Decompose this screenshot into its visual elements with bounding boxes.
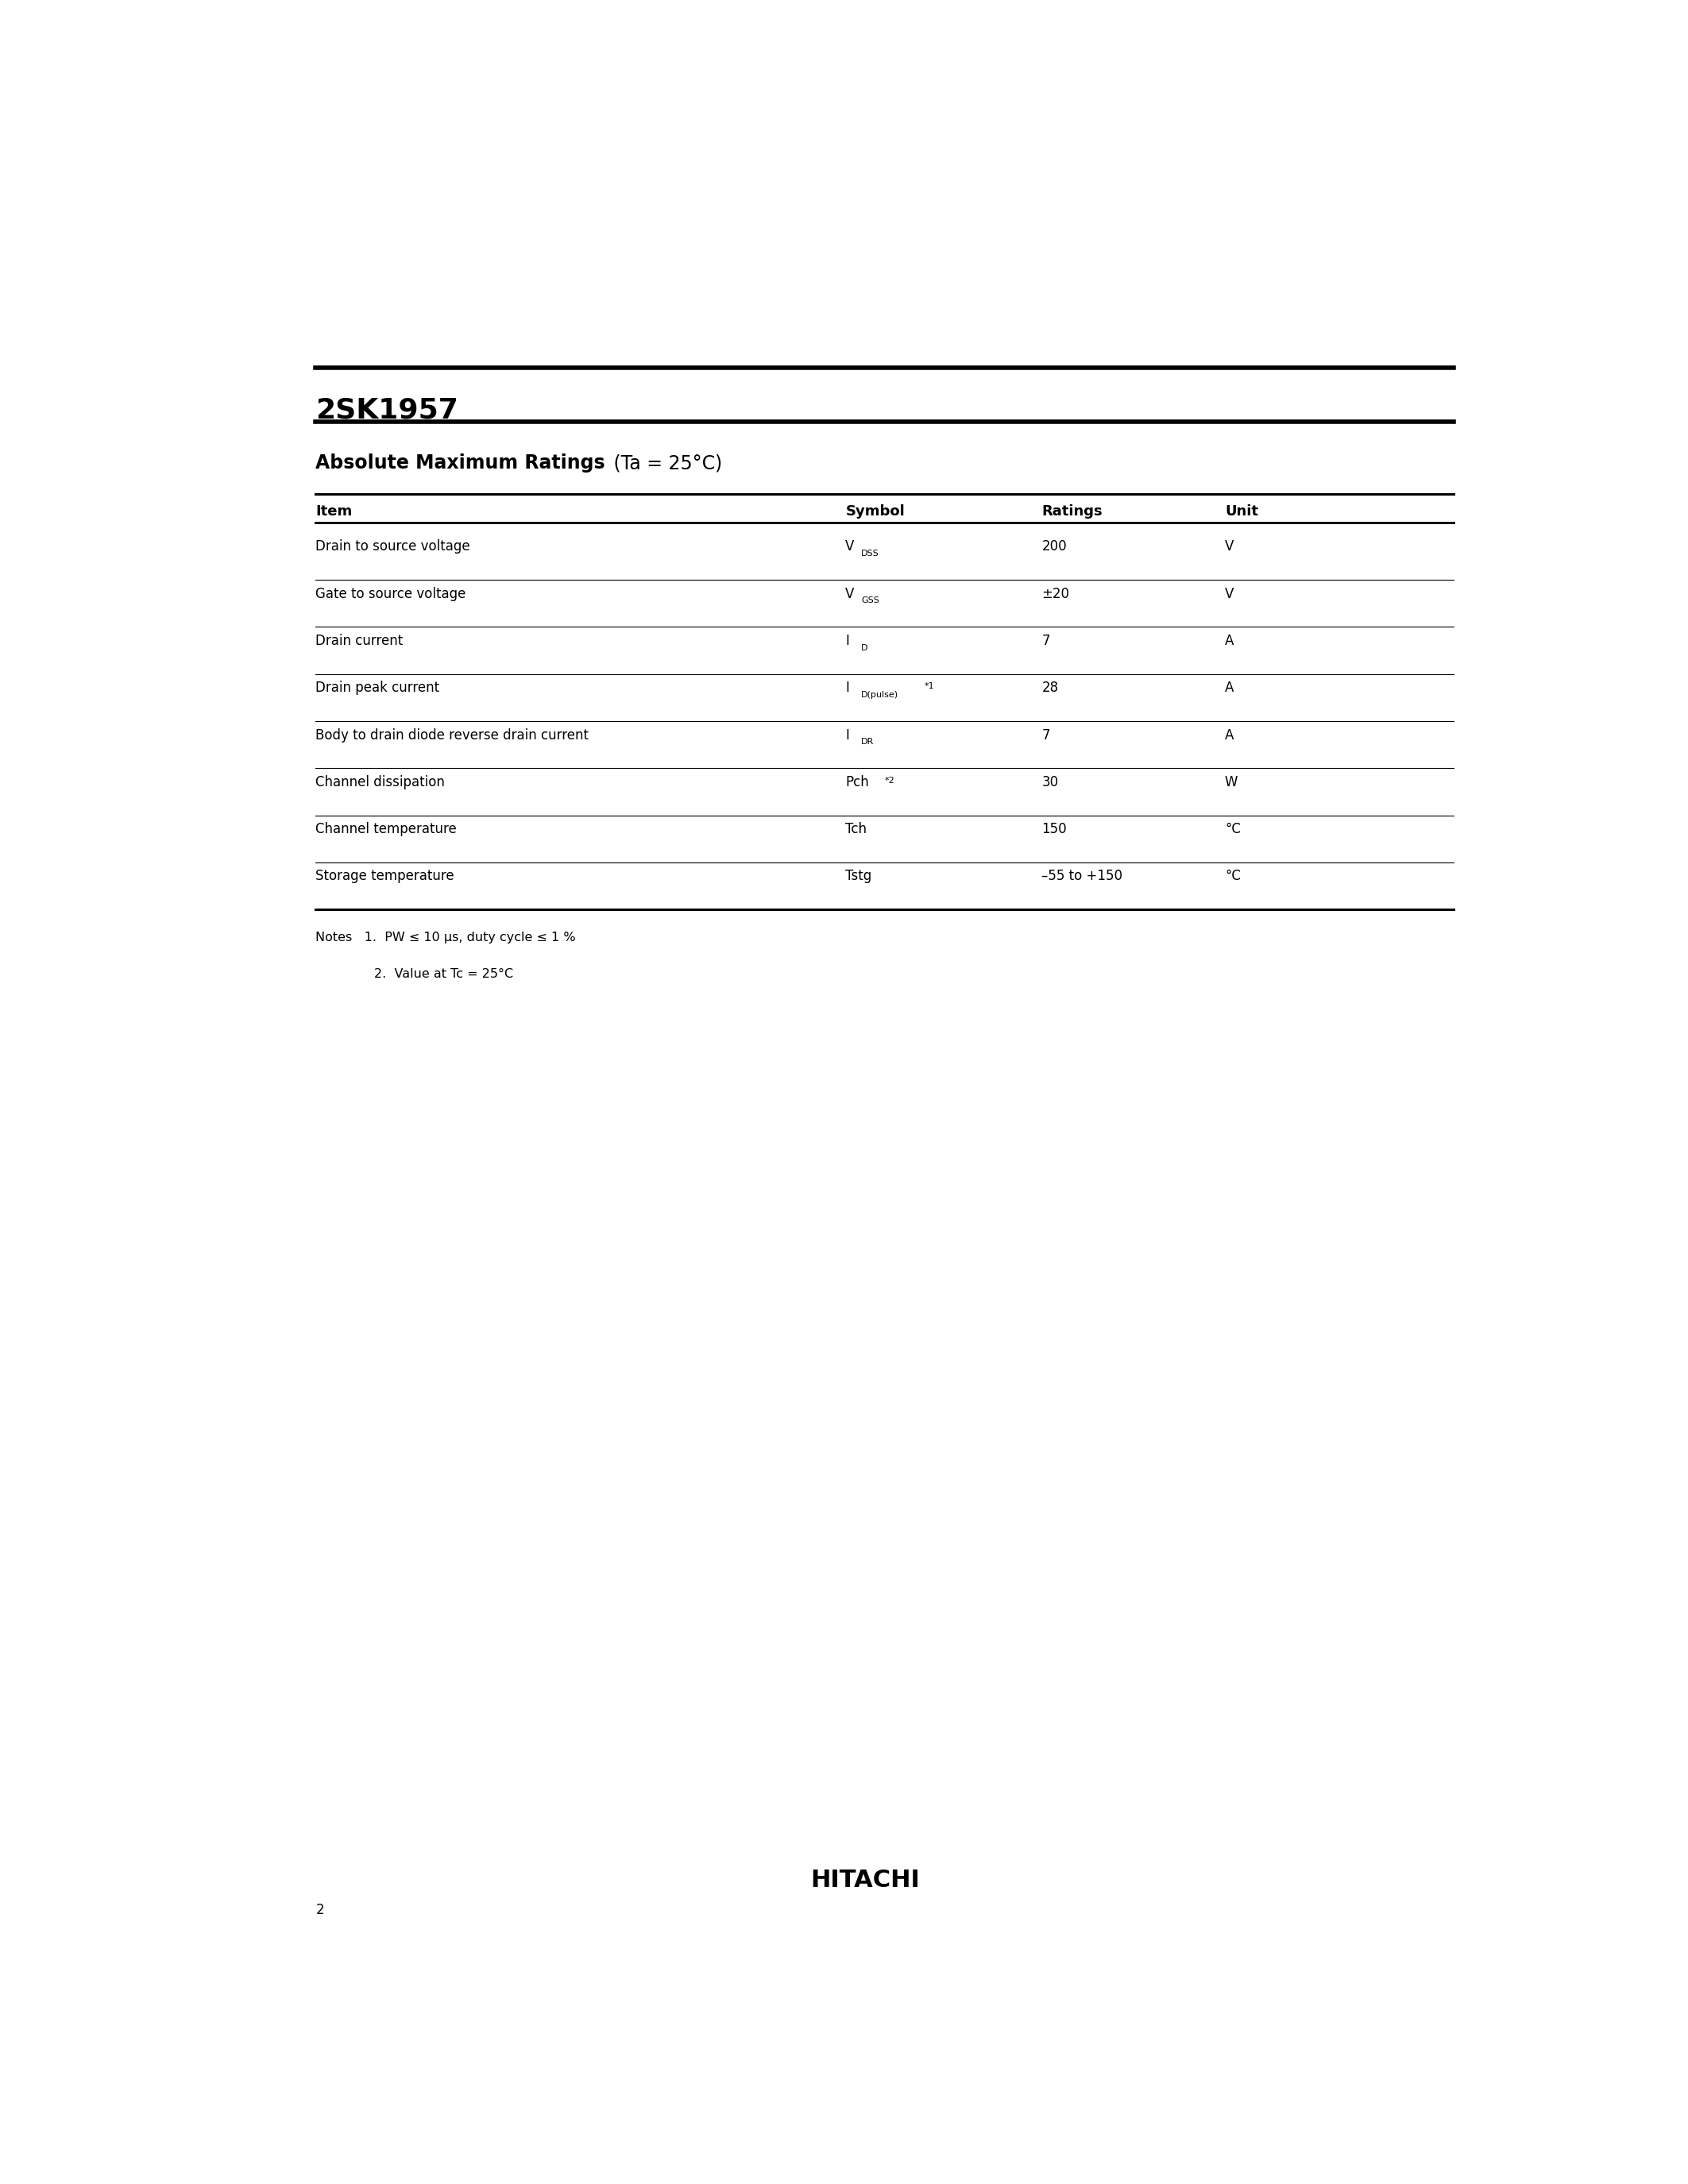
Text: W: W: [1225, 775, 1237, 788]
Text: I: I: [846, 681, 849, 695]
Text: I: I: [846, 633, 849, 649]
Text: *1: *1: [923, 681, 933, 690]
Text: Symbol: Symbol: [846, 505, 905, 518]
Text: Drain current: Drain current: [316, 633, 403, 649]
Text: °C: °C: [1225, 821, 1241, 836]
Text: Drain to source voltage: Drain to source voltage: [316, 539, 471, 555]
Text: D(pulse): D(pulse): [861, 690, 898, 699]
Text: ±20: ±20: [1041, 587, 1070, 601]
Text: V: V: [1225, 587, 1234, 601]
Text: Unit: Unit: [1225, 505, 1258, 518]
Text: Absolute Maximum Ratings: Absolute Maximum Ratings: [316, 454, 606, 474]
Text: Notes   1.  PW ≤ 10 μs, duty cycle ≤ 1 %: Notes 1. PW ≤ 10 μs, duty cycle ≤ 1 %: [316, 930, 576, 943]
Text: 2.  Value at Tc = 25°C: 2. Value at Tc = 25°C: [375, 968, 513, 981]
Text: 30: 30: [1041, 775, 1058, 788]
Text: HITACHI: HITACHI: [810, 1867, 920, 1891]
Text: Gate to source voltage: Gate to source voltage: [316, 587, 466, 601]
Text: 7: 7: [1041, 727, 1050, 743]
Text: 28: 28: [1041, 681, 1058, 695]
Text: V: V: [1225, 539, 1234, 555]
Text: A: A: [1225, 633, 1234, 649]
Text: Tch: Tch: [846, 821, 868, 836]
Text: Body to drain diode reverse drain current: Body to drain diode reverse drain curren…: [316, 727, 589, 743]
Text: Tstg: Tstg: [846, 869, 873, 885]
Text: Channel temperature: Channel temperature: [316, 821, 457, 836]
Text: –55 to +150: –55 to +150: [1041, 869, 1123, 885]
Text: A: A: [1225, 727, 1234, 743]
Text: V: V: [846, 587, 854, 601]
Text: Item: Item: [316, 505, 353, 518]
Text: Channel dissipation: Channel dissipation: [316, 775, 446, 788]
Text: 200: 200: [1041, 539, 1067, 555]
Text: Drain peak current: Drain peak current: [316, 681, 439, 695]
Text: V: V: [846, 539, 854, 555]
Text: 7: 7: [1041, 633, 1050, 649]
Text: 150: 150: [1041, 821, 1067, 836]
Text: GSS: GSS: [861, 596, 879, 605]
Text: *2: *2: [885, 778, 895, 784]
Text: Pch: Pch: [846, 775, 869, 788]
Text: A: A: [1225, 681, 1234, 695]
Text: Ratings: Ratings: [1041, 505, 1102, 518]
Text: 2: 2: [316, 1902, 324, 1918]
Text: I: I: [846, 727, 849, 743]
Text: DR: DR: [861, 738, 874, 747]
Text: DSS: DSS: [861, 550, 879, 557]
Text: D: D: [861, 644, 868, 651]
Text: Storage temperature: Storage temperature: [316, 869, 454, 885]
Text: (Ta = 25°C): (Ta = 25°C): [608, 454, 722, 474]
Text: °C: °C: [1225, 869, 1241, 885]
Text: 2SK1957: 2SK1957: [316, 397, 459, 424]
